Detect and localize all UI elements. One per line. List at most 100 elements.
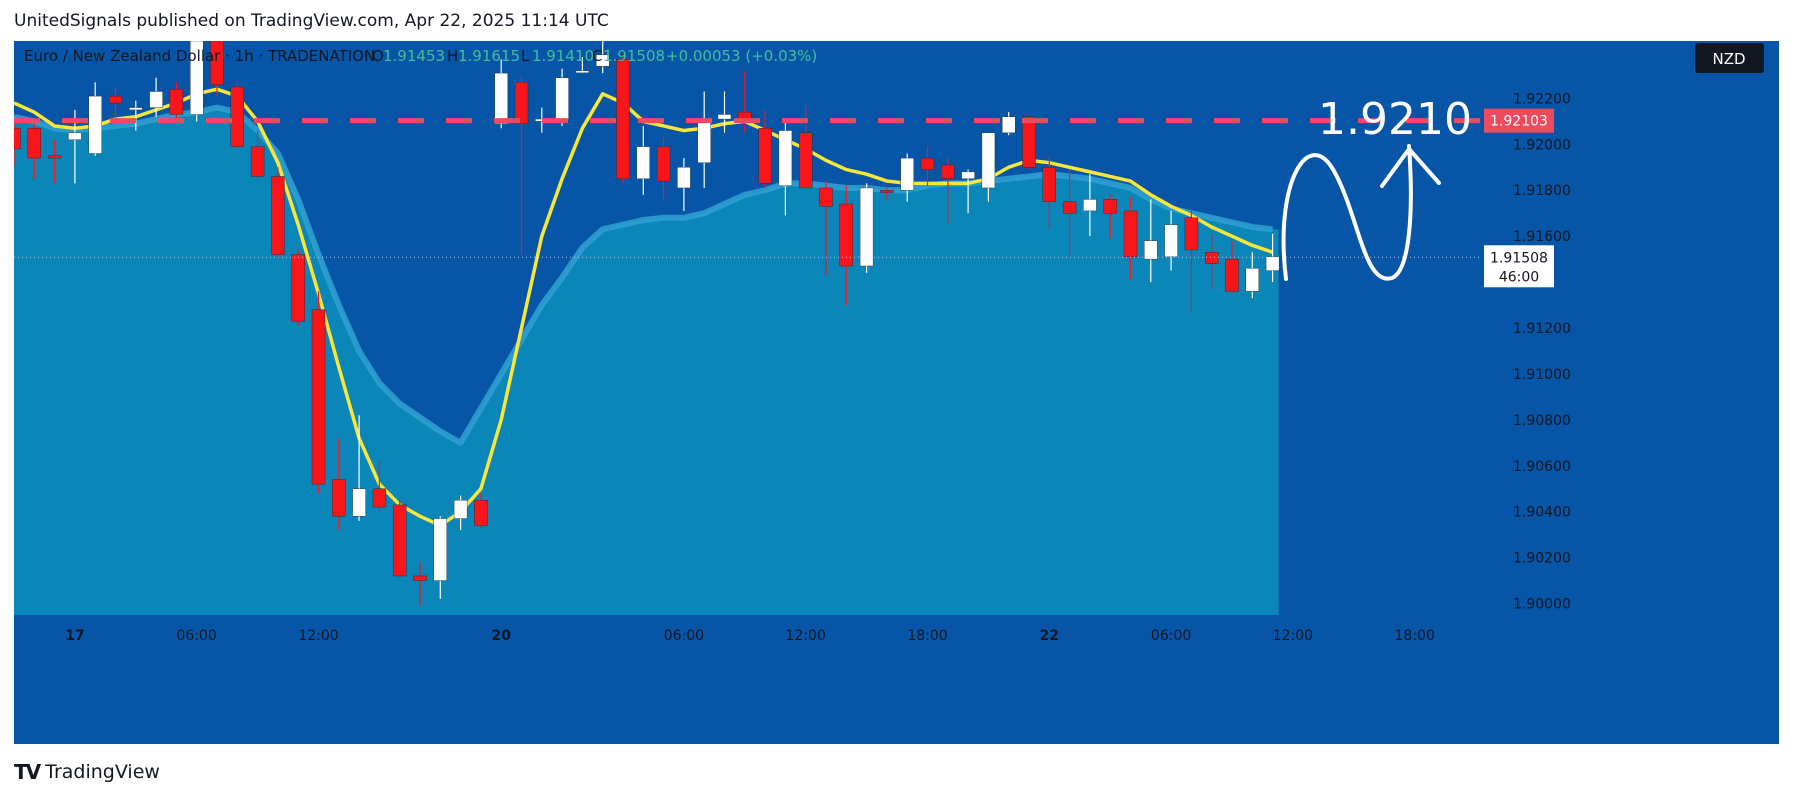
candle-body [1103,199,1117,214]
candle[interactable] [332,438,346,531]
candle[interactable] [1123,197,1138,280]
candle[interactable] [250,130,265,182]
candle[interactable] [1204,233,1219,289]
candle-body [1123,210,1138,258]
candle[interactable] [1062,169,1077,257]
price-axis[interactable] [1480,41,1779,744]
price-chart[interactable]: 1.9210 1.90000 1.90200 1.90400 1.90600 1.908… [14,41,1779,744]
legend-change: +0.00053 (+0.03%) [666,47,817,65]
candle[interactable] [27,119,42,179]
last-price-tag: 1.91508 46:00 [1484,245,1554,288]
candle-body [311,309,326,485]
candle[interactable] [758,109,772,188]
footer-brand[interactable]: TV TradingView [14,760,160,784]
candle[interactable] [291,249,305,326]
candle[interactable] [88,82,102,156]
candle[interactable] [778,121,793,216]
y-tick-label: 1.91600 [1513,229,1571,245]
candle-body [1083,199,1097,212]
candle[interactable] [494,59,508,129]
candle[interactable] [1265,233,1280,283]
candle-body [738,111,752,120]
candle[interactable] [677,158,691,211]
candle[interactable] [555,68,569,126]
candle-body [393,504,407,577]
annotation-arrow-icon [1380,147,1441,188]
candle[interactable] [1022,116,1036,170]
y-tick-label: 1.92000 [1513,137,1571,153]
candle-body [169,89,184,115]
candle[interactable] [433,516,447,599]
candle[interactable] [636,125,650,195]
legend-l-label: L [521,47,530,65]
candle[interactable] [169,82,184,120]
candle[interactable] [129,100,143,131]
y-tick-label: 1.91000 [1513,367,1571,383]
candle[interactable] [717,91,732,133]
candle[interactable] [108,86,123,124]
candle-body [1265,256,1280,271]
y-tick-label: 1.92200 [1513,91,1571,107]
candle-body [14,128,21,150]
candle[interactable] [880,187,894,200]
candle[interactable] [839,185,853,306]
y-tick-label: 1.91200 [1513,321,1571,337]
candle[interactable] [352,415,366,521]
candle[interactable] [311,291,326,494]
candle[interactable] [474,493,488,528]
candle-body [1164,224,1178,258]
candle-body [819,187,833,207]
candle[interactable] [1184,208,1199,312]
candle[interactable] [697,91,711,188]
x-tick-label: 22 [1040,628,1059,644]
candle-body [108,95,123,104]
candle[interactable] [1144,199,1158,283]
candle[interactable] [514,75,529,255]
candle[interactable] [453,495,468,531]
candle[interactable] [1245,252,1260,299]
candle[interactable] [616,54,630,184]
candle-body [332,479,346,517]
candle[interactable] [1164,210,1178,271]
candle[interactable] [575,57,590,74]
chart-area[interactable]: 1.9210 1.90000 1.90200 1.90400 1.90600 1.908… [14,41,1779,744]
candle[interactable] [819,181,833,276]
candle[interactable] [149,77,163,117]
candle[interactable] [413,562,427,606]
candle[interactable] [1083,174,1097,237]
candle[interactable] [189,41,204,122]
legend-open: 1.91453 [383,47,445,65]
candle[interactable] [596,41,610,74]
target-price-label: 1.92103 [1490,114,1548,130]
candle[interactable] [1103,194,1117,239]
candle[interactable] [656,137,671,200]
candle[interactable] [14,123,21,165]
tv-logo-icon: TV [14,760,41,784]
candle[interactable] [900,153,914,202]
candle-body [880,190,894,193]
candle[interactable] [372,461,387,512]
candle[interactable] [210,41,224,97]
candle-body [636,146,650,179]
candle[interactable] [1002,112,1016,136]
candle[interactable] [1042,155,1057,230]
candle[interactable] [961,169,975,214]
candle[interactable] [230,82,245,149]
annotation-text: 1.9210 [1318,94,1472,145]
candle[interactable] [920,146,935,186]
currency-badge[interactable]: NZD [1695,43,1764,73]
legend-h-label: H [447,47,458,65]
candle-body [372,488,387,508]
x-tick-label: 18:00 [1395,628,1435,644]
candle-body [189,41,204,115]
candle-body [799,132,813,189]
candle[interactable] [271,167,285,260]
candle[interactable] [981,132,996,202]
currency-label: NZD [1712,50,1745,68]
candle[interactable] [1225,240,1239,294]
candle[interactable] [941,158,955,225]
candle[interactable] [393,500,407,579]
candle[interactable] [47,139,62,184]
candle[interactable] [859,183,874,273]
time-axis[interactable] [14,615,1480,744]
